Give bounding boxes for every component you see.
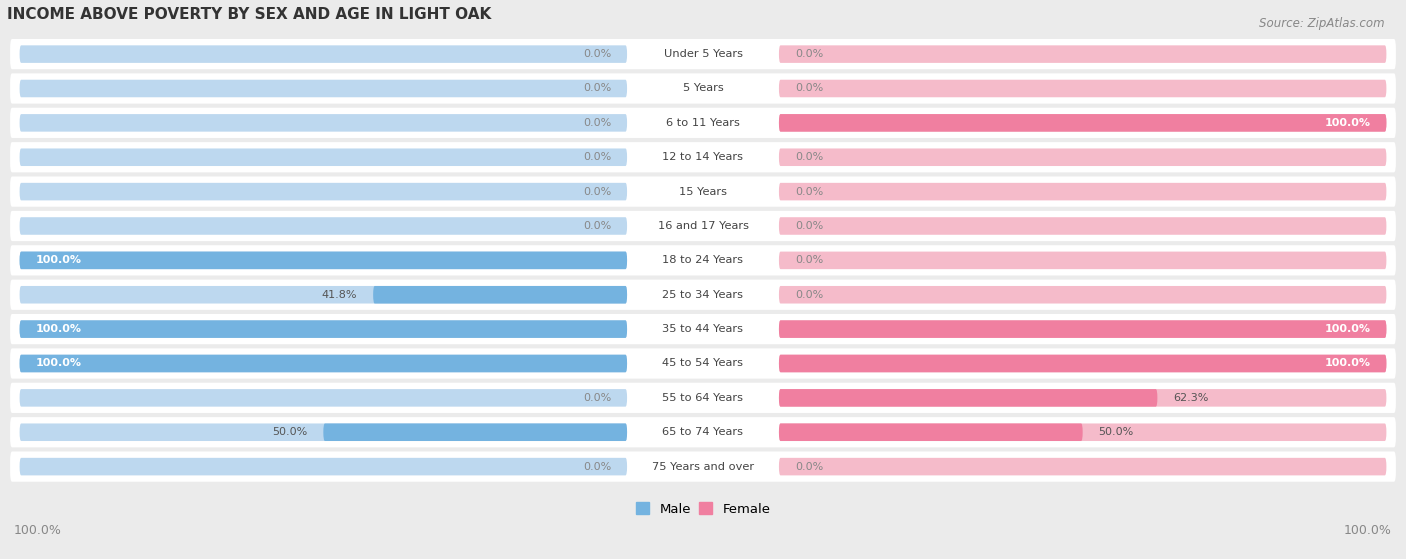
FancyBboxPatch shape [10, 452, 1396, 482]
Text: 0.0%: 0.0% [583, 83, 612, 93]
FancyBboxPatch shape [20, 355, 627, 372]
FancyBboxPatch shape [779, 355, 1386, 372]
Text: 12 to 14 Years: 12 to 14 Years [662, 152, 744, 162]
FancyBboxPatch shape [10, 73, 1396, 103]
FancyBboxPatch shape [20, 114, 627, 131]
FancyBboxPatch shape [779, 183, 1386, 200]
Text: 0.0%: 0.0% [583, 462, 612, 472]
Text: 100.0%: 100.0% [35, 255, 82, 266]
FancyBboxPatch shape [779, 217, 1386, 235]
FancyBboxPatch shape [779, 45, 1386, 63]
FancyBboxPatch shape [779, 424, 1083, 441]
Text: 100.0%: 100.0% [35, 324, 82, 334]
Text: 0.0%: 0.0% [583, 118, 612, 128]
Text: 0.0%: 0.0% [583, 49, 612, 59]
FancyBboxPatch shape [779, 458, 1386, 475]
Text: 0.0%: 0.0% [794, 221, 823, 231]
Text: 0.0%: 0.0% [794, 462, 823, 472]
Text: 62.3%: 62.3% [1173, 393, 1209, 403]
Text: 0.0%: 0.0% [583, 221, 612, 231]
FancyBboxPatch shape [779, 114, 1386, 131]
FancyBboxPatch shape [20, 149, 627, 166]
FancyBboxPatch shape [20, 252, 627, 269]
Text: 50.0%: 50.0% [273, 427, 308, 437]
Text: 0.0%: 0.0% [794, 255, 823, 266]
Text: 15 Years: 15 Years [679, 187, 727, 197]
Legend: Male, Female: Male, Female [630, 497, 776, 521]
FancyBboxPatch shape [20, 286, 627, 304]
FancyBboxPatch shape [10, 280, 1396, 310]
FancyBboxPatch shape [779, 389, 1386, 406]
Text: 0.0%: 0.0% [583, 187, 612, 197]
Text: 0.0%: 0.0% [794, 83, 823, 93]
FancyBboxPatch shape [20, 217, 627, 235]
FancyBboxPatch shape [779, 286, 1386, 304]
FancyBboxPatch shape [779, 80, 1386, 97]
FancyBboxPatch shape [373, 286, 627, 304]
FancyBboxPatch shape [20, 80, 627, 97]
FancyBboxPatch shape [779, 389, 1157, 406]
Text: 0.0%: 0.0% [794, 187, 823, 197]
Text: 100.0%: 100.0% [14, 524, 62, 537]
FancyBboxPatch shape [10, 417, 1396, 447]
Text: 35 to 44 Years: 35 to 44 Years [662, 324, 744, 334]
FancyBboxPatch shape [10, 314, 1396, 344]
FancyBboxPatch shape [20, 458, 627, 475]
FancyBboxPatch shape [10, 348, 1396, 378]
Text: 45 to 54 Years: 45 to 54 Years [662, 358, 744, 368]
Text: 6 to 11 Years: 6 to 11 Years [666, 118, 740, 128]
FancyBboxPatch shape [10, 177, 1396, 207]
FancyBboxPatch shape [20, 320, 627, 338]
FancyBboxPatch shape [779, 320, 1386, 338]
Text: 25 to 34 Years: 25 to 34 Years [662, 290, 744, 300]
Text: 5 Years: 5 Years [683, 83, 723, 93]
FancyBboxPatch shape [779, 320, 1386, 338]
Text: 0.0%: 0.0% [794, 49, 823, 59]
Text: Under 5 Years: Under 5 Years [664, 49, 742, 59]
Text: 75 Years and over: 75 Years and over [652, 462, 754, 472]
FancyBboxPatch shape [20, 320, 627, 338]
Text: 100.0%: 100.0% [1324, 324, 1371, 334]
FancyBboxPatch shape [20, 355, 627, 372]
FancyBboxPatch shape [779, 252, 1386, 269]
Text: 65 to 74 Years: 65 to 74 Years [662, 427, 744, 437]
FancyBboxPatch shape [20, 45, 627, 63]
FancyBboxPatch shape [323, 424, 627, 441]
Text: 0.0%: 0.0% [794, 152, 823, 162]
FancyBboxPatch shape [20, 183, 627, 200]
FancyBboxPatch shape [779, 424, 1386, 441]
FancyBboxPatch shape [10, 39, 1396, 69]
Text: 100.0%: 100.0% [1324, 358, 1371, 368]
Text: 41.8%: 41.8% [322, 290, 357, 300]
FancyBboxPatch shape [779, 149, 1386, 166]
Text: 100.0%: 100.0% [35, 358, 82, 368]
Text: 0.0%: 0.0% [583, 393, 612, 403]
FancyBboxPatch shape [10, 108, 1396, 138]
Text: 50.0%: 50.0% [1098, 427, 1133, 437]
FancyBboxPatch shape [20, 252, 627, 269]
Text: 16 and 17 Years: 16 and 17 Years [658, 221, 748, 231]
Text: 55 to 64 Years: 55 to 64 Years [662, 393, 744, 403]
FancyBboxPatch shape [20, 389, 627, 406]
Text: 100.0%: 100.0% [1324, 118, 1371, 128]
FancyBboxPatch shape [10, 142, 1396, 172]
Text: Source: ZipAtlas.com: Source: ZipAtlas.com [1260, 17, 1385, 30]
FancyBboxPatch shape [10, 245, 1396, 276]
Text: 0.0%: 0.0% [583, 152, 612, 162]
FancyBboxPatch shape [10, 211, 1396, 241]
FancyBboxPatch shape [20, 424, 627, 441]
FancyBboxPatch shape [779, 355, 1386, 372]
FancyBboxPatch shape [10, 383, 1396, 413]
Text: 18 to 24 Years: 18 to 24 Years [662, 255, 744, 266]
Text: 100.0%: 100.0% [1344, 524, 1392, 537]
FancyBboxPatch shape [779, 114, 1386, 131]
Text: INCOME ABOVE POVERTY BY SEX AND AGE IN LIGHT OAK: INCOME ABOVE POVERTY BY SEX AND AGE IN L… [7, 7, 491, 22]
Text: 0.0%: 0.0% [794, 290, 823, 300]
